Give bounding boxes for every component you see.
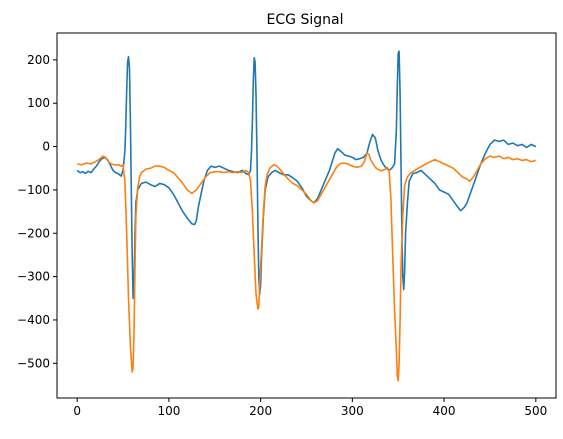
x-tick-label: 200 <box>249 404 272 418</box>
y-tick-label: −300 <box>17 270 50 284</box>
x-axis: 0 100 200 300 400 500 <box>73 398 547 418</box>
y-tick-label: 0 <box>42 140 50 154</box>
plot-frame <box>56 32 557 399</box>
x-tick-label: 0 <box>73 404 81 418</box>
x-tick-label: 100 <box>157 404 180 418</box>
chart-title: ECG Signal <box>267 12 344 28</box>
x-tick-label: 300 <box>341 404 364 418</box>
y-tick-label: 100 <box>27 96 50 110</box>
x-tick-label: 400 <box>433 404 456 418</box>
y-tick-label: −400 <box>17 313 50 327</box>
y-tick-label: −100 <box>17 183 50 197</box>
y-tick-label: −500 <box>17 356 50 370</box>
y-axis: −500 −400 −300 −200 −100 0 100 200 <box>17 53 57 370</box>
x-tick-label: 500 <box>524 404 547 418</box>
plot-lines <box>76 50 537 382</box>
y-tick-label: 200 <box>27 53 50 67</box>
y-tick-label: −200 <box>17 226 50 240</box>
ecg-series-line-2 <box>77 152 537 382</box>
ecg-series-line-1 <box>76 50 537 300</box>
